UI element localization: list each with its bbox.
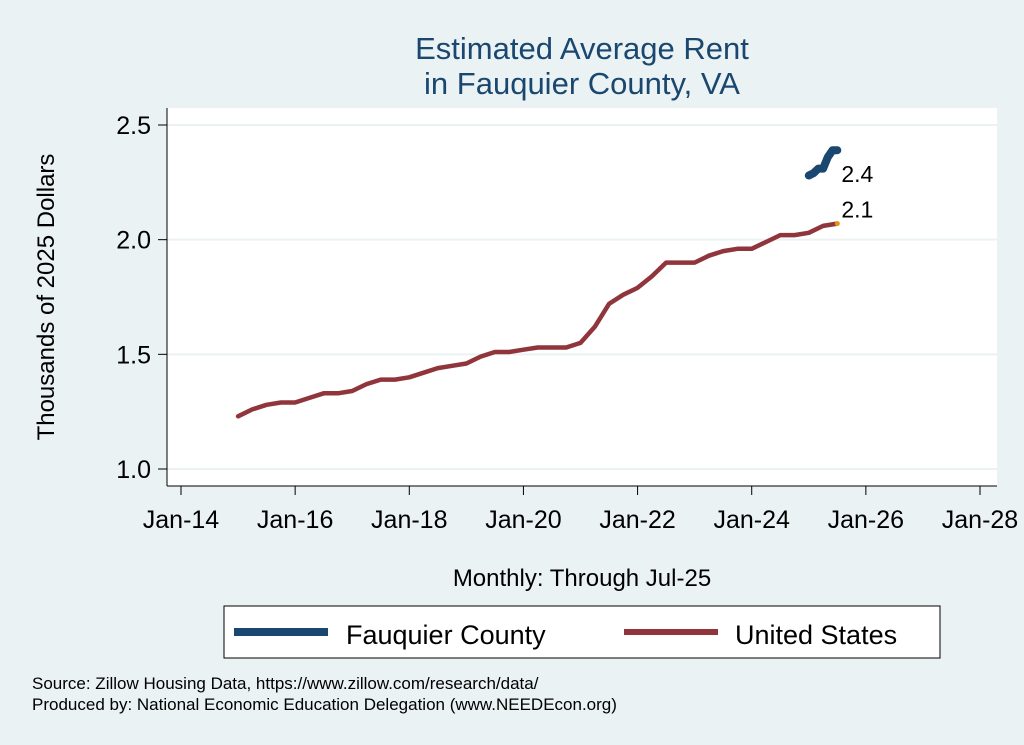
legend: Fauquier County United States <box>223 605 941 659</box>
legend-label-us: United States <box>735 620 897 650</box>
x-tick-label: Jan-20 <box>485 506 561 534</box>
x-tick-label: Jan-24 <box>713 506 790 534</box>
plot-area <box>167 108 997 486</box>
x-tick-label: Jan-16 <box>257 506 333 534</box>
series-lines: 2.42.1 <box>235 146 874 419</box>
x-tick-label: Jan-18 <box>371 506 447 534</box>
legend-box <box>223 605 941 659</box>
y-tick-label: 2.5 <box>116 112 151 140</box>
y-tick-label: 1.0 <box>116 456 151 484</box>
series-end-label-united-states: 2.1 <box>841 197 873 223</box>
y-axis-title: Thousands of 2025 Dollars <box>33 154 60 441</box>
series-line-united-states <box>235 221 840 419</box>
x-axis-title: Monthly: Through Jul-25 <box>453 565 711 592</box>
x-tick-label: Jan-28 <box>942 506 1018 534</box>
y-tick-label: 2.0 <box>116 227 151 255</box>
chart-title-line-1: Estimated Average Rent <box>415 31 749 66</box>
gridlines <box>167 124 997 470</box>
chart-title-line-2: in Fauquier County, VA <box>424 66 740 101</box>
series-end-marker-united-states <box>834 221 840 227</box>
x-tick-label: Jan-26 <box>828 506 904 534</box>
series-line-fauquier-county <box>804 146 842 180</box>
series-end-label-fauquier-county: 2.4 <box>841 161 873 187</box>
axes: 1.0 1.5 2.0 2.5 Jan-14 Jan-16 Jan-18 Jan-20 Jan-… <box>116 108 1018 534</box>
producer-note: Produced by: National Economic Education… <box>32 695 617 714</box>
y-tick-label: 1.5 <box>116 341 151 369</box>
x-tick-label: Jan-14 <box>143 506 220 534</box>
x-tick-label: Jan-22 <box>599 506 675 534</box>
legend-label-fauquier: Fauquier County <box>346 620 546 650</box>
source-note: Source: Zillow Housing Data, https://www… <box>32 674 539 693</box>
